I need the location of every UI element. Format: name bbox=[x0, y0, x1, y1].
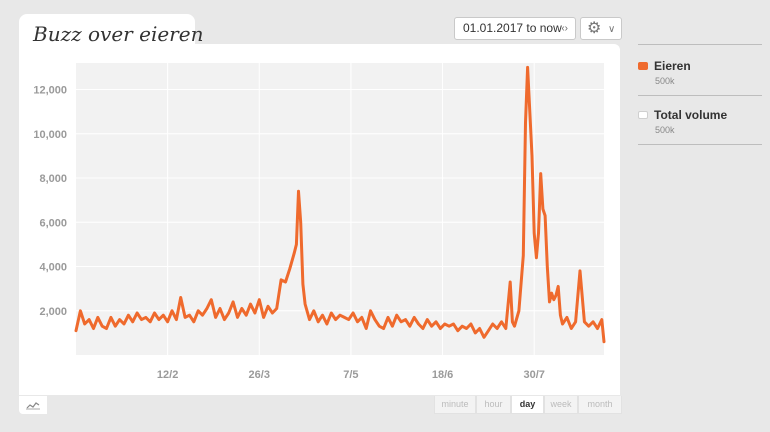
y-tick-label: 2,000 bbox=[39, 306, 67, 318]
granularity-hour-button[interactable]: hour bbox=[476, 396, 511, 414]
gear-icon: ⚙ bbox=[587, 20, 602, 37]
chevron-down-icon: ∨ bbox=[608, 24, 616, 35]
left-right-arrows-icon: ‹› bbox=[561, 23, 568, 34]
granularity-month-button[interactable]: month bbox=[578, 396, 622, 414]
x-tick-label: 12/2 bbox=[157, 369, 178, 381]
legend-label: Total volume bbox=[654, 108, 728, 122]
legend-volume: 500k bbox=[655, 76, 675, 86]
granularity-day-button[interactable]: day bbox=[511, 396, 544, 414]
legend-divider bbox=[638, 44, 762, 45]
legend-label: Eieren bbox=[654, 59, 691, 73]
legend-divider bbox=[638, 95, 762, 96]
granularity-minute-button[interactable]: minute bbox=[434, 396, 476, 414]
y-tick-label: 4,000 bbox=[39, 262, 67, 274]
chart-title-tab: Buzz over eieren bbox=[19, 14, 203, 48]
x-tick-label: 30/7 bbox=[523, 369, 544, 381]
x-tick-label: 26/3 bbox=[249, 369, 270, 381]
settings-dropdown-button[interactable]: ⚙ ∨ bbox=[580, 17, 622, 40]
plot-area bbox=[76, 63, 604, 355]
x-tick-label: 7/5 bbox=[343, 369, 358, 381]
legend-swatch-eieren bbox=[638, 62, 648, 70]
chart-type-toggle[interactable] bbox=[19, 396, 47, 414]
granularity-week-button[interactable]: week bbox=[544, 396, 578, 414]
x-tick-label: 18/6 bbox=[432, 369, 453, 381]
series-line-eieren bbox=[74, 65, 606, 344]
legend-volume: 500k bbox=[655, 125, 675, 135]
y-tick-label: 6,000 bbox=[39, 217, 67, 229]
y-tick-label: 12,000 bbox=[33, 85, 67, 97]
y-gridlines bbox=[76, 89, 604, 312]
legend-divider bbox=[638, 144, 762, 145]
x-axis-tick-labels: 12/2 26/3 7/5 18/6 30/7 bbox=[157, 369, 545, 381]
y-axis-tick-labels: 2,000 4,000 6,000 8,000 10,000 12,000 bbox=[33, 85, 67, 318]
y-tick-label: 8,000 bbox=[39, 173, 67, 185]
date-range-label: 01.01.2017 to now bbox=[463, 21, 562, 35]
y-tick-label: 10,000 bbox=[33, 129, 67, 141]
chart-title: Buzz over eieren bbox=[33, 22, 204, 46]
legend-swatch-total-volume bbox=[638, 111, 648, 119]
mini-line-chart-icon bbox=[26, 402, 40, 410]
date-range-button[interactable]: 01.01.2017 to now ‹› bbox=[454, 17, 576, 40]
